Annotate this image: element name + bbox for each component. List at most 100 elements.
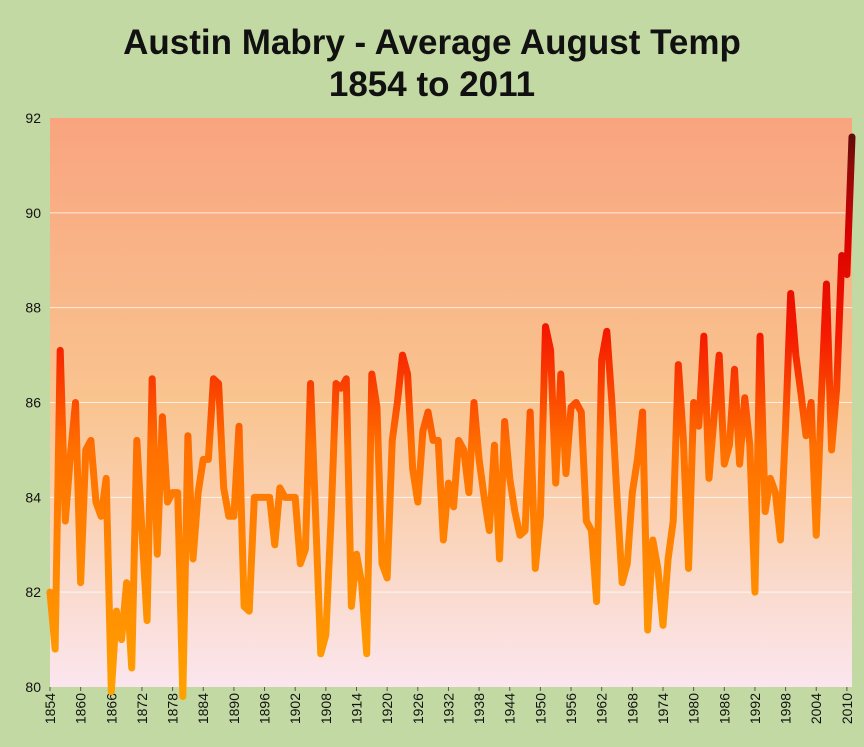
data-point	[399, 352, 406, 359]
data-point	[777, 537, 784, 544]
data-point	[772, 489, 779, 496]
data-point	[721, 461, 728, 468]
data-point	[506, 475, 513, 482]
data-point	[236, 423, 243, 430]
chart-title-line-2: 1854 to 2011	[328, 65, 536, 104]
data-point	[501, 418, 508, 425]
data-point	[276, 484, 283, 491]
y-tick-label: 84	[25, 489, 41, 505]
data-point	[649, 537, 656, 544]
data-point	[333, 380, 340, 387]
data-point	[583, 518, 590, 525]
x-tick-label: 1938	[471, 693, 487, 724]
data-point	[465, 489, 472, 496]
data-point	[368, 371, 375, 378]
x-tick-label: 1950	[532, 693, 548, 724]
data-point	[680, 437, 687, 444]
data-point	[384, 574, 391, 581]
data-point	[614, 494, 621, 501]
x-tick-label: 1980	[686, 693, 702, 724]
data-point	[92, 499, 99, 506]
x-tick-label: 2004	[808, 693, 824, 724]
data-point	[818, 394, 825, 401]
data-point	[522, 527, 529, 534]
data-point	[57, 347, 64, 354]
data-point	[103, 475, 110, 482]
y-tick-label: 80	[25, 679, 41, 695]
data-point	[537, 513, 544, 520]
data-point	[843, 271, 850, 278]
data-point	[123, 579, 130, 586]
data-point	[195, 489, 202, 496]
data-point	[215, 380, 222, 387]
data-point	[542, 323, 549, 330]
data-point	[266, 494, 273, 501]
data-point	[532, 565, 539, 572]
data-point	[803, 432, 810, 439]
data-point	[87, 437, 94, 444]
data-point	[700, 333, 707, 340]
data-point	[394, 399, 401, 406]
data-point	[470, 399, 477, 406]
data-point	[307, 380, 314, 387]
data-point	[317, 650, 324, 657]
x-tick-label: 1878	[165, 693, 181, 724]
data-point	[695, 423, 702, 430]
x-tick-label: 1926	[410, 693, 426, 724]
data-point	[527, 408, 534, 415]
data-point	[568, 404, 575, 411]
x-tick-label: 1860	[73, 693, 89, 724]
data-point	[363, 650, 370, 657]
data-point	[711, 413, 718, 420]
data-point	[665, 555, 672, 562]
data-point	[210, 375, 217, 382]
data-point	[634, 456, 641, 463]
data-point	[659, 622, 666, 629]
data-point	[373, 404, 380, 411]
data-point	[62, 518, 69, 525]
data-point	[98, 513, 105, 520]
data-point	[154, 551, 161, 558]
y-tick-label: 90	[25, 205, 41, 221]
data-point	[624, 560, 631, 567]
x-tick-label: 1920	[379, 693, 395, 724]
x-tick-label: 1872	[134, 693, 150, 724]
x-tick-label: 1854	[42, 693, 58, 724]
x-tick-label: 1968	[624, 693, 640, 724]
data-point	[271, 541, 278, 548]
data-point	[174, 489, 181, 496]
data-point	[414, 499, 421, 506]
data-point	[813, 532, 820, 539]
data-point	[685, 565, 692, 572]
y-tick-label: 82	[25, 584, 41, 600]
data-point	[460, 446, 467, 453]
data-point	[455, 437, 462, 444]
data-point	[389, 437, 396, 444]
x-axis: 1854 1860 1866 1872 1878 1884 1890 1896 1902 1908…	[42, 687, 855, 724]
data-point	[849, 133, 856, 140]
x-tick-label: 1944	[502, 693, 518, 724]
data-point	[619, 579, 626, 586]
y-tick-label: 92	[25, 110, 41, 126]
data-point	[491, 442, 498, 449]
data-point	[343, 375, 350, 382]
data-point	[731, 366, 738, 373]
data-point	[241, 603, 248, 610]
data-point	[486, 527, 493, 534]
data-point	[762, 508, 769, 515]
data-point	[404, 371, 411, 378]
data-point	[358, 579, 365, 586]
temperature-series-line	[46, 133, 856, 700]
data-point	[312, 513, 319, 520]
data-point	[108, 688, 115, 695]
data-point	[557, 371, 564, 378]
chart-title-line-1: Austin Mabry - Average August Temp	[123, 23, 741, 62]
x-tick-label: 1866	[103, 693, 119, 724]
data-point	[476, 456, 483, 463]
data-point	[578, 408, 585, 415]
data-point	[644, 627, 651, 634]
x-tick-label: 1902	[287, 693, 303, 724]
data-point	[705, 475, 712, 482]
data-point	[379, 560, 386, 567]
data-point	[741, 394, 748, 401]
